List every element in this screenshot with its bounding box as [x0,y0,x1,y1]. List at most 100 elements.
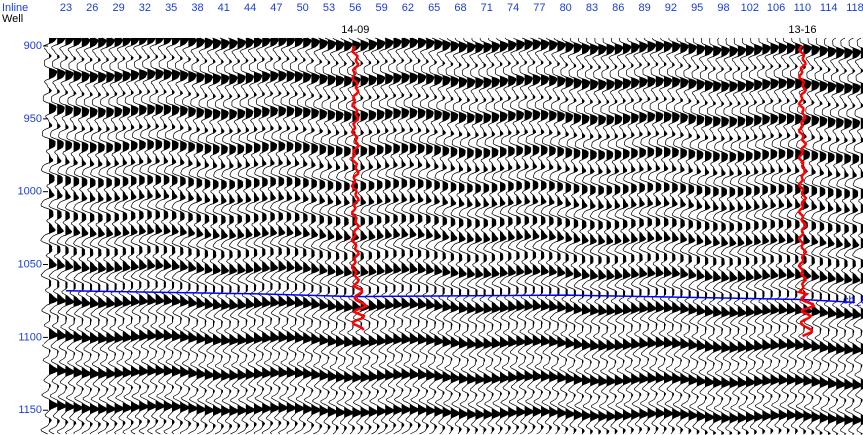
x-axis-label: Inline [2,2,28,14]
wiggle-line [384,37,404,435]
wiggle-fill [524,38,534,435]
y-tick-label-bg [18,111,44,126]
wiggle-fill [508,38,518,435]
wiggle-line [425,37,444,435]
wiggle-line [163,37,182,435]
wiggle-fill [303,38,313,435]
wiggle-line [130,37,149,435]
wiggle-fill [139,38,149,435]
x-tick-label: 118 [846,2,863,14]
wiggle-fill [352,38,362,435]
well-name: 13-16 [788,24,816,36]
x-tick-label: 53 [323,2,335,14]
wiggle-line [302,37,321,435]
wiggle-fill [754,38,764,435]
well-log [796,45,816,338]
wiggle-line [540,37,559,435]
wiggle-line [589,37,609,435]
wiggle-line [565,37,584,435]
wiggle-line [515,37,535,435]
x-tick-label: 38 [191,2,203,14]
x-tick-label: 62 [402,2,414,14]
wiggle-line [114,37,133,435]
wiggle-fill [377,38,387,435]
wiggle-line [179,37,199,435]
wiggle-line [442,37,461,435]
wiggle-line [721,37,740,435]
wiggle-fill [163,38,174,435]
y-tick-label: 1150 [18,404,42,416]
wiggle-line [663,37,682,435]
x-tick-label: 56 [349,2,361,14]
wiggle-line [811,37,830,435]
x-tick-label: 23 [60,2,72,14]
wiggle-line [458,38,477,435]
wiggle-line [827,37,847,435]
wiggle-line [360,37,379,435]
wiggle-fill [131,38,141,435]
wiggle-fill [311,38,321,435]
wiggle-line [737,37,756,435]
wiggle-line [491,37,510,435]
wiggle-line [212,37,231,435]
y-tick-label: 1000 [18,186,42,198]
wiggle-line [499,37,518,435]
wiggle-fill [188,38,198,435]
wiggle-fill [434,38,444,435]
wiggle-line [253,37,272,435]
wiggle-fill [106,38,116,435]
wiggle-fill [262,38,272,435]
wiggle-line [392,37,412,435]
wiggle-line [376,37,395,435]
x-tick-label: 83 [586,2,598,14]
wiggle-fill [401,38,411,435]
wiggle-line [671,37,691,435]
wiggle-line [401,37,420,435]
wiggle-line [614,37,633,435]
wiggle-line [761,37,781,435]
x-tick-label: 50 [297,2,309,14]
wiggle-line [56,37,76,435]
wiggle-fill [623,38,633,435]
wiggle-line [852,37,863,435]
wiggle-fill [196,38,206,435]
wiggle-fill [393,38,403,435]
wiggle-line [138,37,158,435]
x-tick-label: 74 [507,2,519,14]
wiggle-fill [778,38,789,435]
y-axis-label: Well [2,13,23,25]
wiggle-fill [368,38,379,435]
wiggle-fill [770,38,780,435]
wiggle-fill [327,38,338,435]
y-tick-label: 1050 [18,258,42,270]
wiggle-line [466,37,486,435]
well-log [350,46,369,331]
wiggle-line [704,37,724,435]
x-tick-label: 65 [428,2,440,14]
wiggle-line [778,37,797,435]
x-tick-label: 26 [86,2,98,14]
wiggle-fill [516,38,526,435]
wiggle-fill [147,38,157,435]
wiggle-line [237,37,256,435]
wiggle-line [712,37,732,435]
wiggle-fill [245,38,255,435]
wiggle-fill [65,38,75,435]
wiggle-line [573,37,592,435]
wiggle-line [835,37,855,435]
wiggle-fill [73,38,83,435]
wiggle-line [548,37,568,435]
wiggle-line [606,37,625,435]
wiggle-line [327,37,346,435]
wiggle-line [630,37,650,435]
wiggle-line [335,37,354,435]
wiggle-line [343,37,362,435]
wiggle-line [753,37,773,435]
x-tick-label: 114 [820,2,838,14]
wiggle-line [688,37,707,435]
wiggle-line [81,37,100,435]
wiggle-line [261,37,281,435]
x-tick-label: 29 [112,2,124,14]
horizon-label: ch_t [843,294,863,306]
